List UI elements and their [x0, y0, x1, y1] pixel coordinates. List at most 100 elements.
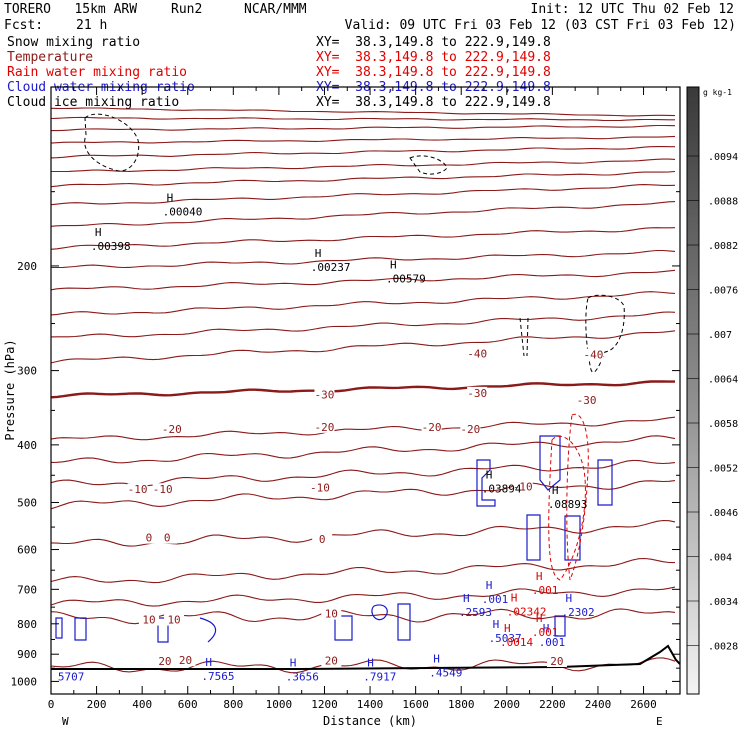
contour-lines [50, 107, 681, 674]
y-tick-label: 900 [17, 648, 37, 661]
maximum-value: .00040 [163, 206, 203, 219]
maximum-marker: H [486, 579, 493, 592]
temperature-label-bg [321, 607, 342, 620]
temperature-label: -30 [577, 394, 597, 407]
isotherm-line [50, 557, 676, 584]
maximum-value: .7565 [201, 670, 234, 683]
temperature-label: -20 [162, 423, 182, 436]
x-tick-label: 400 [132, 698, 152, 711]
maximum-marker: H [543, 622, 550, 635]
x-axis-label: Distance (km) [323, 714, 417, 728]
temperature-label-bg [467, 347, 488, 360]
temperature-label: -10 [310, 482, 330, 495]
plot-frame [50, 86, 681, 695]
temperature-label: -10 [153, 483, 173, 496]
legend-field-name: Temperature [7, 50, 94, 65]
y-tick-label: 500 [17, 496, 37, 509]
temperature-label: -10 [128, 483, 148, 496]
temperature-label-bg [546, 655, 567, 668]
maximum-marker: H [486, 469, 493, 482]
isotherm-line [50, 227, 676, 250]
legend-xy-range: XY= 38.3,149.8 to 222.9,149.8 [316, 95, 551, 110]
isotherm-line [50, 291, 676, 316]
temperature-label: -30 [467, 387, 487, 400]
colorbar-tick-label: .0064 [708, 375, 738, 386]
temperature-label-bg [314, 420, 335, 433]
colorbar-tick-label: .0082 [708, 241, 738, 252]
maximum-value: .00398 [91, 240, 131, 253]
temperature-label: -20 [315, 421, 335, 434]
isotherm-line [50, 480, 676, 510]
x-tick-label: 2000 [494, 698, 521, 711]
cloud-water-contour [55, 617, 63, 639]
fcst-label: Fcst: [4, 18, 44, 33]
maximum-value: .03894 [482, 483, 522, 496]
maximum-value: .00579 [386, 273, 426, 286]
maximum-marker: H [367, 656, 374, 669]
maximum-marker: H [315, 247, 322, 260]
legend-field-name: Snow mixing ratio [7, 35, 141, 50]
maximum-marker: H [493, 618, 500, 631]
temperature-label-bg [421, 420, 442, 433]
temperature-label: 20 [325, 655, 338, 668]
maximum-marker: H [504, 622, 511, 635]
cloud-water-contour [539, 435, 561, 491]
temperature-label-bg [460, 422, 481, 435]
colorbar-tick-label: .0028 [708, 642, 738, 653]
y-tick-label: 600 [17, 544, 37, 557]
temperature-label-bg [157, 531, 178, 544]
temperature-label-bg [175, 654, 196, 667]
temperature-label-bg [161, 422, 182, 435]
isotherm-line [50, 201, 676, 227]
temperature-label-bg [312, 532, 333, 545]
temperature-label: -40 [467, 348, 487, 361]
x-tick-label: 600 [178, 698, 198, 711]
temperature-label: 10 [325, 608, 338, 621]
maximum-marker: H [565, 592, 572, 605]
legend-xy-range: XY= 38.3,149.8 to 222.9,149.8 [316, 65, 551, 80]
colorbar-unit: g kg-1 [703, 88, 732, 97]
y-tick-label: 700 [17, 583, 37, 596]
maximum-marker: H [536, 612, 543, 625]
temperature-label: 0 [146, 532, 153, 545]
cloud-water-contour [74, 617, 87, 641]
fcst-value: 21 h [76, 18, 108, 33]
temperature-label-bg [152, 483, 173, 496]
y-tick-label: 200 [17, 260, 37, 273]
x-tick-label: 2400 [585, 698, 612, 711]
maximum-value: .001 [539, 636, 566, 649]
cloud-water-contour [526, 514, 541, 561]
colorbar-scale [686, 86, 700, 695]
isotherm-line [50, 330, 676, 364]
west-endpoint-label: W [62, 715, 69, 728]
x-tick-label: 1800 [448, 698, 475, 711]
colorbar-tick-label: .0094 [708, 152, 738, 163]
maximum-value: .4549 [429, 667, 462, 680]
y-tick-label: 300 [17, 365, 37, 378]
maximum-value: .001 [532, 584, 559, 597]
x-tick-label: 200 [87, 698, 107, 711]
maximum-marker: H [290, 656, 297, 669]
x-tick-label: 1600 [402, 698, 429, 711]
temperature-label: 20 [158, 655, 171, 668]
x-tick-label: 1000 [266, 698, 293, 711]
maximum-marker: H [433, 653, 440, 666]
cloud-water-contour [554, 615, 566, 637]
temperature-label-bg [138, 613, 159, 626]
axes: 0 200 400 600 800 1000 1200 1400 1600 1800 2000 220… [3, 86, 681, 728]
temperature-label: 20 [550, 655, 563, 668]
temperature-label: 0 [319, 533, 326, 546]
data-marks: -40 -40 -30 -30 -30 -20 -20 -20 -20 -10 -10 -10 -10 0… [58, 192, 604, 683]
model-title: TORERO 15km ARW [4, 2, 138, 17]
temperature-label: -30 [315, 388, 335, 401]
temperature-label: -20 [460, 423, 480, 436]
temperature-label-bg [314, 388, 335, 401]
isotherm-line [50, 184, 676, 206]
isotherm-line [50, 459, 676, 487]
cloud-water-contour [564, 515, 581, 561]
isotherm-line [50, 107, 676, 117]
snow-contour [84, 113, 140, 172]
maximum-value: .5037 [489, 632, 522, 645]
temperature-label-bg [127, 483, 148, 496]
